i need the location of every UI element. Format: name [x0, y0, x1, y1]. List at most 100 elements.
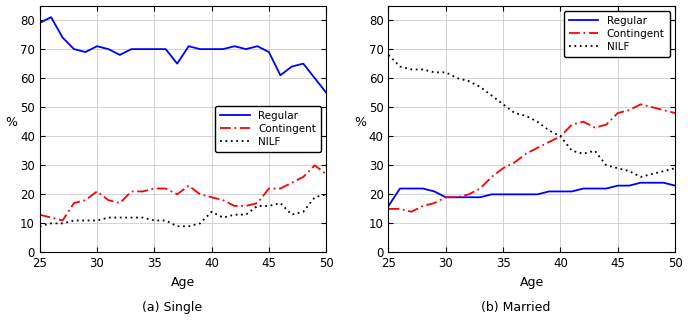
Line: Contingent: Contingent	[40, 165, 326, 220]
NILF	[276, 201, 284, 205]
Contingent	[407, 210, 416, 214]
Line: Regular: Regular	[389, 183, 675, 206]
Contingent	[385, 207, 393, 211]
NILF	[545, 129, 553, 132]
Contingent	[139, 189, 147, 193]
Regular	[591, 187, 599, 190]
Contingent	[162, 187, 170, 190]
Regular	[162, 47, 170, 51]
Regular	[288, 65, 296, 68]
Regular	[442, 195, 450, 199]
Contingent	[116, 201, 124, 205]
NILF	[510, 111, 519, 115]
NILF	[499, 102, 507, 106]
Regular	[208, 47, 216, 51]
Contingent	[557, 134, 565, 138]
Contingent	[196, 192, 204, 196]
NILF	[196, 221, 204, 225]
Contingent	[625, 108, 634, 112]
Y-axis label: %: %	[354, 116, 367, 129]
Regular	[139, 47, 147, 51]
Contingent	[419, 204, 427, 208]
NILF	[81, 219, 89, 222]
Regular	[499, 192, 507, 196]
NILF	[265, 204, 273, 208]
NILF	[568, 149, 576, 153]
NILF	[70, 219, 78, 222]
NILF	[419, 68, 427, 71]
Regular	[36, 21, 44, 25]
Contingent	[150, 187, 158, 190]
Regular	[671, 184, 679, 188]
Contingent	[499, 166, 507, 170]
Regular	[310, 76, 319, 80]
Regular	[568, 189, 576, 193]
NILF	[614, 166, 622, 170]
Contingent	[70, 201, 78, 205]
NILF	[162, 219, 170, 222]
Contingent	[242, 204, 250, 208]
NILF	[150, 219, 158, 222]
NILF	[557, 134, 565, 138]
Regular	[625, 184, 634, 188]
X-axis label: Age: Age	[519, 276, 544, 289]
Contingent	[396, 207, 404, 211]
Contingent	[648, 105, 656, 109]
Text: (a) Single: (a) Single	[142, 300, 202, 314]
NILF	[453, 76, 462, 80]
Regular	[150, 47, 158, 51]
Regular	[453, 195, 462, 199]
NILF	[464, 79, 473, 83]
NILF	[442, 70, 450, 74]
NILF	[430, 70, 438, 74]
Contingent	[476, 187, 484, 190]
NILF	[219, 216, 227, 220]
Regular	[230, 44, 239, 48]
Contingent	[660, 108, 668, 112]
Regular	[105, 47, 113, 51]
NILF	[533, 120, 541, 124]
Contingent	[591, 126, 599, 130]
Contingent	[510, 160, 519, 164]
Regular	[58, 36, 67, 39]
Regular	[430, 189, 438, 193]
Contingent	[579, 120, 588, 124]
Regular	[385, 204, 393, 208]
Contingent	[127, 189, 136, 193]
Regular	[545, 189, 553, 193]
Regular	[579, 187, 588, 190]
Legend: Regular, Contingent, NILF: Regular, Contingent, NILF	[564, 11, 670, 57]
Contingent	[219, 198, 227, 202]
NILF	[105, 216, 113, 220]
Regular	[322, 91, 330, 95]
Regular	[196, 47, 204, 51]
Regular	[265, 50, 273, 54]
Regular	[464, 195, 473, 199]
NILF	[602, 164, 610, 167]
Contingent	[488, 175, 496, 179]
Contingent	[322, 172, 330, 176]
Regular	[660, 181, 668, 185]
Contingent	[230, 204, 239, 208]
NILF	[660, 169, 668, 173]
NILF	[127, 216, 136, 220]
NILF	[407, 68, 416, 71]
Contingent	[522, 152, 530, 156]
Regular	[127, 47, 136, 51]
Regular	[476, 195, 484, 199]
Contingent	[299, 175, 308, 179]
Contingent	[208, 195, 216, 199]
NILF	[58, 221, 67, 225]
Contingent	[310, 164, 319, 167]
Contingent	[173, 192, 182, 196]
NILF	[230, 213, 239, 217]
NILF	[139, 216, 147, 220]
Legend: Regular, Contingent, NILF: Regular, Contingent, NILF	[215, 106, 321, 152]
Contingent	[442, 195, 450, 199]
NILF	[591, 149, 599, 153]
Contingent	[184, 184, 193, 188]
NILF	[253, 204, 261, 208]
Regular	[81, 50, 89, 54]
NILF	[648, 172, 656, 176]
X-axis label: Age: Age	[171, 276, 195, 289]
